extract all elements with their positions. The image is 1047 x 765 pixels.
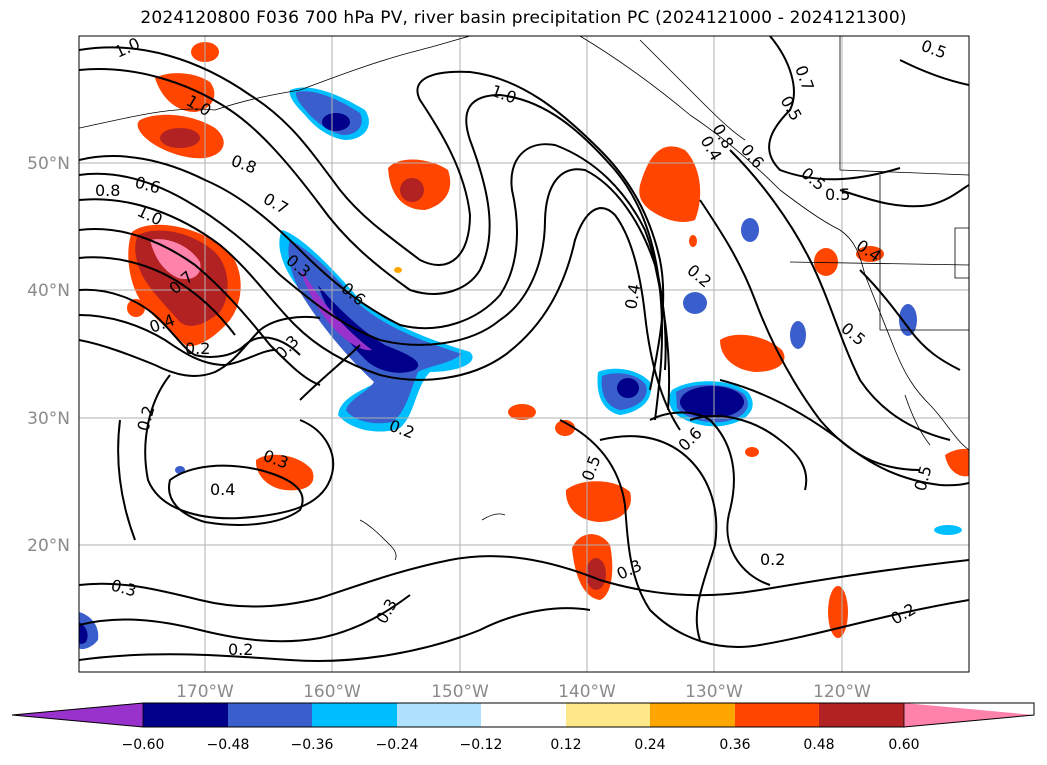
lon-label-150w: 150°W [431,682,489,702]
colorbar-tick-label: 0.12 [550,737,581,753]
contour-label: 0.8 [95,181,120,200]
colorbar-segment [566,703,650,727]
contour-label: 0.4 [621,282,644,310]
colorbar-tick-label: −0.60 [122,737,165,753]
coastlines [79,36,969,561]
lon-label-140w: 140°W [558,682,616,702]
lat-label-40n: 40°N [27,281,70,301]
lon-label-120w: 120°W [813,682,871,702]
contour-label: 0.7 [791,63,818,93]
map-title: 2024120800 F036 700 hPa PV, river basin … [140,8,907,28]
contour-label: 0.5 [578,453,605,483]
lon-label-160w: 160°W [303,682,361,702]
pv-contours [79,36,969,662]
colorbar-tick-label: −0.24 [376,737,419,753]
colorbar-segment [650,703,735,727]
plot-frame [78,35,970,673]
contour-label: 0.8 [229,151,259,178]
contour-label: 0.2 [228,640,253,659]
colorbar-tick-label: −0.36 [291,737,334,753]
colorbar-tick-label: 0.60 [888,737,919,753]
lon-label-130w: 130°W [685,682,743,702]
contour-label: 0.3 [372,595,401,627]
colorbar-tick-label: −0.48 [207,737,250,753]
contour-label: 0.6 [133,173,163,198]
contour-label: 0.2 [185,339,210,358]
colorbar-extend-max [904,703,1034,727]
colorbar-segment [312,703,397,727]
colorbar-extend-min [12,703,143,727]
contour-label: 0.3 [614,556,645,584]
lat-label-50n: 50°N [27,154,70,174]
colorbar-segment [481,703,566,727]
lon-axis: 170°W 160°W 150°W 140°W 130°W 120°W [176,682,871,702]
colorbar-tick-label: 0.48 [803,737,834,753]
colorbar-tick-label: 0.36 [719,737,750,753]
contour-label: 0.2 [760,550,785,569]
contour-label: 0.4 [210,480,235,499]
lat-label-30n: 30°N [27,409,70,429]
colorbar-tick-label: 0.24 [634,737,665,753]
lon-label-170w: 170°W [176,682,234,702]
contour-label: 0.5 [919,36,949,63]
precip-fill-layer [79,42,969,650]
colorbar-segment [228,703,312,727]
colorbar-tick-label: −0.12 [460,737,503,753]
contour-label: 0.6 [737,140,768,172]
contour-label: 0.5 [825,185,850,204]
contour-label: 1.0 [112,34,143,62]
colorbar-segment [819,703,904,727]
colorbar-segment [143,703,228,727]
contour-label: 0.5 [911,464,936,494]
colorbar-segment [397,703,481,727]
contour-label: 0.2 [134,404,159,434]
contour-label: 0.7 [260,189,292,218]
contour-label: 0.3 [109,576,139,601]
colorbar: −0.60 −0.48 −0.36 −0.24 −0.12 0.12 0.24 … [11,702,1035,753]
contour-label: 0.2 [387,416,417,443]
colorbar-segment [735,703,819,727]
contour-label: 0.2 [683,261,715,292]
graticule [79,36,969,672]
lat-label-20n: 20°N [27,536,70,556]
lat-axis: 50°N 40°N 30°N 20°N [27,154,70,556]
contour-label-group: 1.0 1.0 1.0 0.8 0.8 0.6 1.0 0.7 0.7 0.4 … [95,34,949,659]
contour-label: 0.3 [271,331,302,362]
contour-label: 0.2 [888,599,920,628]
